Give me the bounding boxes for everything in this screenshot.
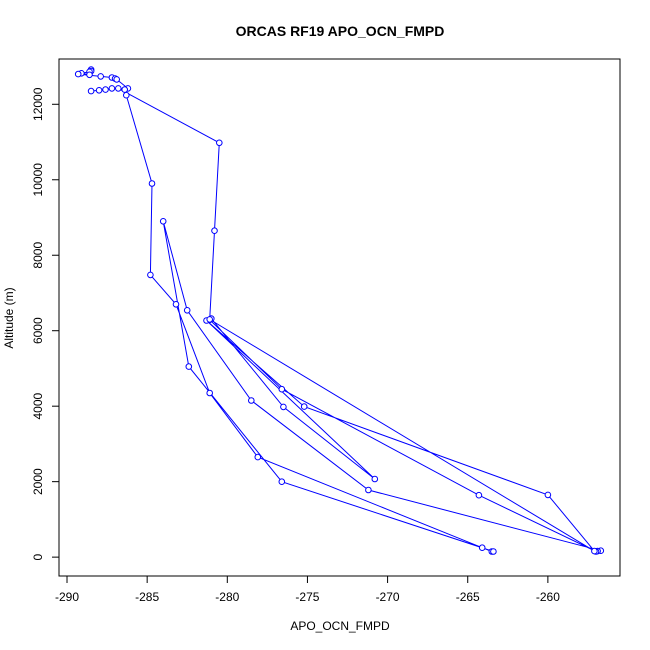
y-tick-label: 12000 [31,87,45,121]
data-point [159,218,167,225]
data-point [254,453,262,461]
data-point [123,91,130,99]
data-point [102,86,109,93]
data-point [97,73,104,80]
data-point [147,271,154,279]
y-tick-label: 8000 [31,242,45,269]
data-point [87,87,95,95]
data-point [148,180,156,187]
y-tick-label: 10000 [31,163,45,197]
data-point [206,389,213,397]
y-tick-label: 2000 [31,468,45,495]
data-point [211,227,218,234]
data-point [206,316,213,323]
y-tick-label: 0 [31,553,45,560]
x-tick-label: -260 [536,590,560,604]
data-point [591,547,598,555]
data-point [86,71,93,79]
data-point [371,475,379,483]
data-point [121,86,128,93]
data-point [278,385,286,393]
data-point [278,478,286,486]
data-point [300,403,308,410]
data-point [115,85,122,92]
data-point [475,491,483,499]
x-tick-label: -280 [215,590,239,604]
series-line [78,69,601,553]
data-point [216,139,223,147]
x-tick-label: -270 [376,590,400,604]
data-point [544,491,552,499]
data-point [365,486,372,494]
data-point [95,87,103,94]
x-axis: -290 -285 -280 -275 -270 -265 -260 [55,575,560,604]
plot-frame [58,58,621,577]
data-point [113,76,120,83]
y-tick-label: 6000 [31,317,45,344]
y-axis: 0 2000 4000 6000 8000 10000 12000 [31,87,60,560]
data-point [490,548,497,555]
data-point [478,544,486,552]
data-point [108,85,116,92]
data-point [248,397,255,404]
data-point [74,70,82,78]
x-tick-label: -285 [135,590,159,604]
data-point [185,363,193,370]
y-axis-label: Altitude (m) [2,287,16,348]
data-point [183,307,191,314]
x-tick-label: -275 [295,590,319,604]
x-tick-label: -290 [55,590,79,604]
data-point [280,403,287,411]
y-tick-label: 4000 [31,393,45,420]
chart-title: ORCAS RF19 APO_OCN_FMPD [236,23,445,39]
data-point [172,301,180,308]
x-axis-label: APO_OCN_FMPD [290,619,390,633]
x-tick-label: -265 [456,590,480,604]
series-layer [74,66,605,555]
